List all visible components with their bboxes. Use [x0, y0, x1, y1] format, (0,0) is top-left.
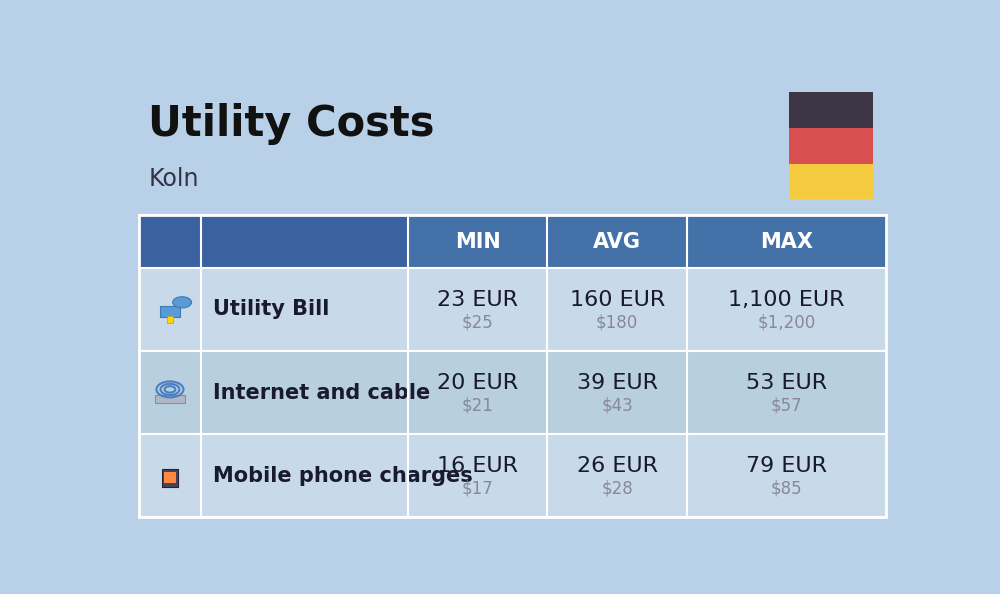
Text: Internet and cable: Internet and cable: [213, 383, 430, 403]
Text: $28: $28: [601, 480, 633, 498]
Bar: [139, 434, 886, 517]
Text: Utility Costs: Utility Costs: [148, 103, 435, 146]
Text: $85: $85: [771, 480, 802, 498]
Text: AVG: AVG: [593, 232, 641, 252]
Bar: [147, 369, 193, 415]
Bar: [139, 216, 408, 268]
Bar: [789, 128, 873, 163]
Bar: [789, 92, 873, 128]
Text: $57: $57: [771, 397, 802, 415]
Bar: [139, 216, 886, 268]
Text: 20 EUR: 20 EUR: [437, 372, 518, 393]
Text: 16 EUR: 16 EUR: [437, 456, 518, 476]
Circle shape: [173, 297, 192, 308]
Bar: [160, 305, 180, 317]
Bar: [155, 394, 185, 403]
Bar: [167, 316, 173, 324]
Text: 160 EUR: 160 EUR: [570, 289, 665, 309]
Text: $21: $21: [462, 397, 494, 415]
Text: Utility Bill: Utility Bill: [213, 299, 329, 320]
Text: $17: $17: [462, 480, 494, 498]
Text: 1,100 EUR: 1,100 EUR: [728, 289, 845, 309]
Text: MAX: MAX: [760, 232, 813, 252]
Text: $180: $180: [596, 314, 638, 332]
Text: 53 EUR: 53 EUR: [746, 372, 827, 393]
Text: $25: $25: [462, 314, 494, 332]
Text: 23 EUR: 23 EUR: [437, 289, 518, 309]
Text: Koln: Koln: [148, 168, 199, 191]
Bar: [789, 163, 873, 200]
Bar: [147, 287, 193, 333]
Bar: [139, 351, 886, 434]
Text: Mobile phone charges: Mobile phone charges: [213, 466, 472, 486]
Text: $1,200: $1,200: [757, 314, 816, 332]
Text: 79 EUR: 79 EUR: [746, 456, 827, 476]
Bar: [139, 216, 886, 517]
Bar: [162, 469, 178, 487]
Text: MIN: MIN: [455, 232, 501, 252]
Text: 26 EUR: 26 EUR: [577, 456, 658, 476]
Bar: [139, 268, 886, 351]
Bar: [164, 472, 176, 483]
Text: $43: $43: [601, 397, 633, 415]
Text: 39 EUR: 39 EUR: [577, 372, 658, 393]
Bar: [147, 453, 193, 498]
